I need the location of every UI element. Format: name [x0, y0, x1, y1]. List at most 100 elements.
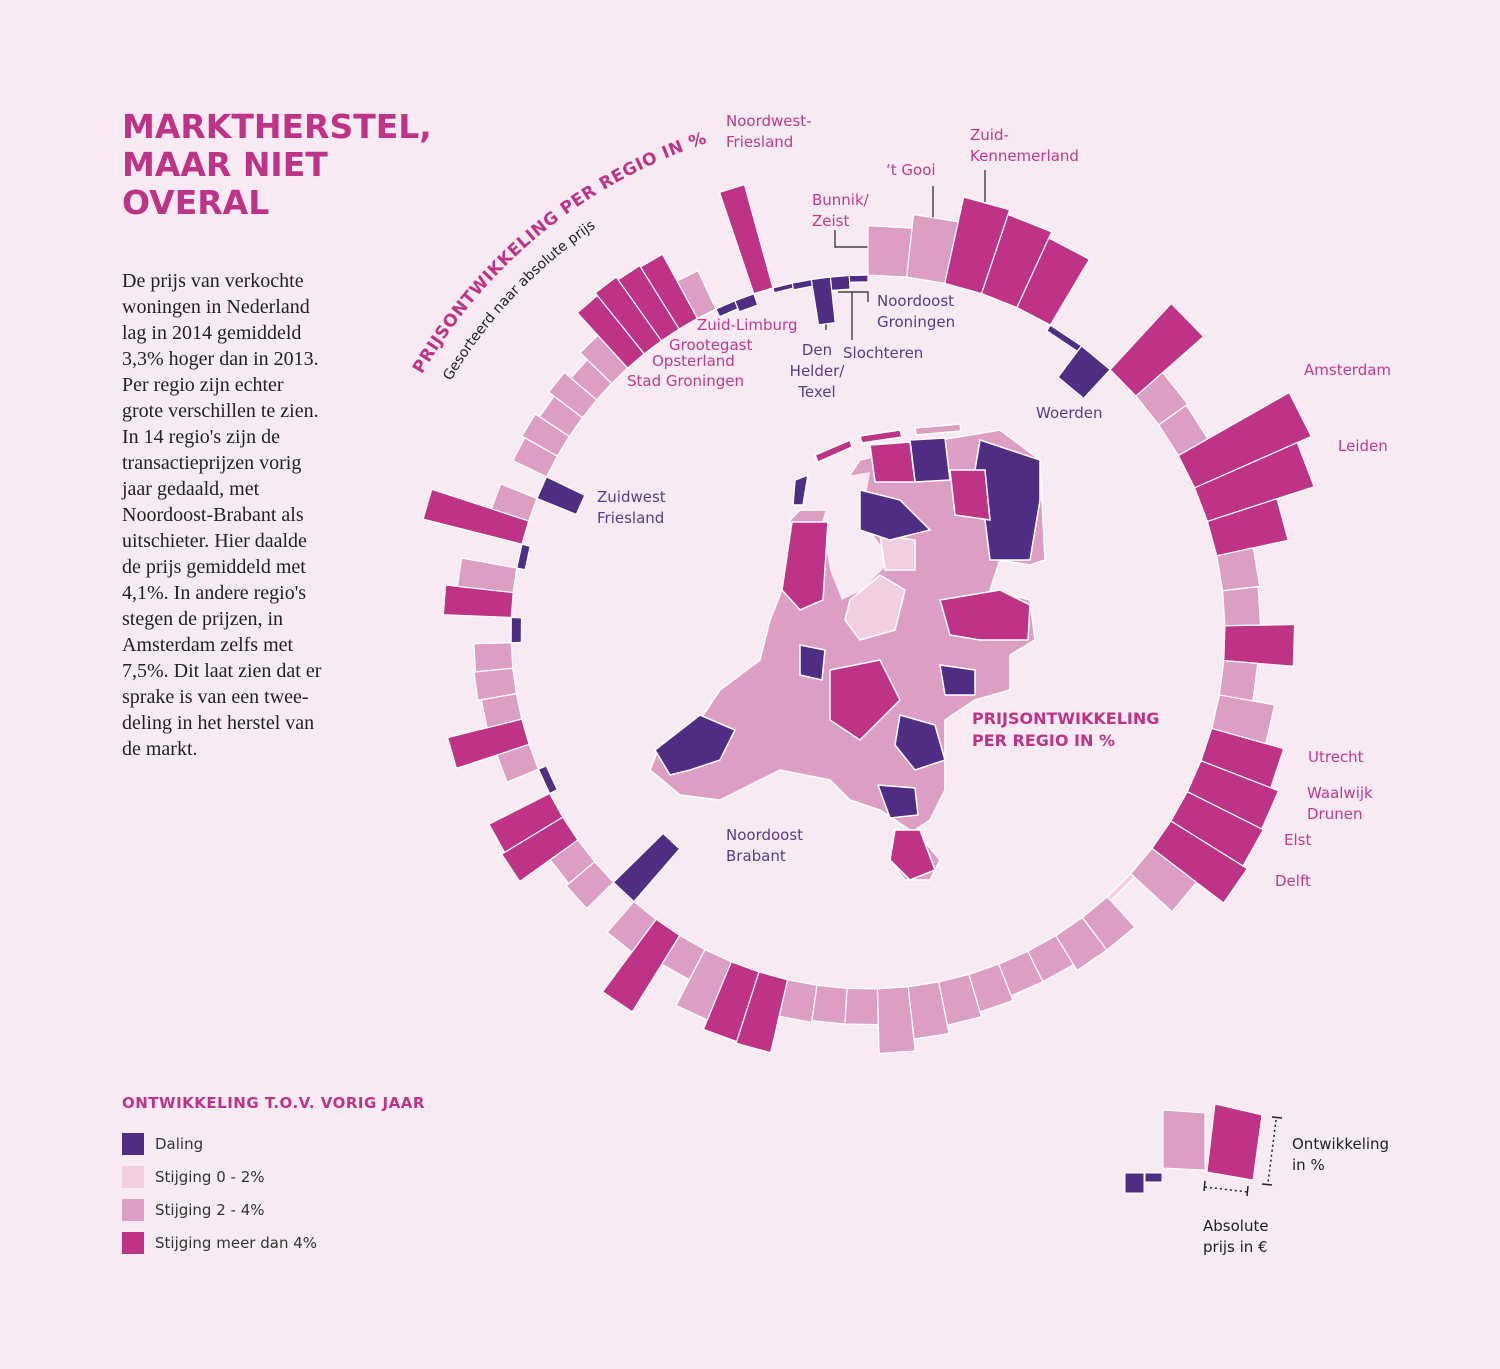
title: MARKTHERSTEL, MAAR NIET OVERAL: [122, 107, 432, 222]
map-region: [879, 534, 916, 571]
bar-label: Opsterland: [652, 352, 735, 370]
key-dim: [1203, 1180, 1206, 1192]
bar: [1135, 371, 1189, 426]
legend-label: Stijging 0 - 2%: [155, 1168, 265, 1186]
bar: [516, 543, 531, 571]
bar-label: Noordwest- Friesland: [726, 112, 812, 151]
bar-label: Stad Groningen: [627, 372, 744, 390]
map-island: [859, 429, 903, 444]
bar-label: Woerden: [1036, 404, 1103, 422]
legend-swatch: [122, 1199, 144, 1221]
bar-label: Zuidwest Friesland: [597, 488, 666, 527]
bar: [537, 765, 558, 795]
bar: [718, 183, 774, 295]
bar: [601, 918, 681, 1013]
map: [649, 423, 1046, 881]
bar: [980, 213, 1053, 309]
bar-label: Amsterdam: [1304, 361, 1392, 379]
key-dim: [1261, 1183, 1273, 1186]
key-illustration: [1124, 1103, 1263, 1194]
map-region: [909, 437, 951, 483]
intro-text: De prijs van verkochte woningen in Neder…: [122, 270, 322, 760]
bar-label: Delft: [1275, 872, 1311, 890]
key-label: Ontwikkeling in %: [1292, 1135, 1390, 1174]
bar: [500, 816, 579, 883]
bar-label: Den Helder/ Texel: [789, 341, 845, 401]
map-water: [822, 472, 892, 600]
key-dim: [1204, 1186, 1249, 1193]
bar-label: Zuid- Kennemerland: [970, 126, 1079, 165]
bar: [1223, 623, 1296, 667]
map-island: [814, 438, 853, 463]
bar: [848, 274, 869, 283]
map-region: [829, 659, 901, 741]
bar: [473, 642, 514, 673]
bar: [676, 269, 717, 320]
bar: [473, 667, 518, 702]
bar: [876, 986, 916, 1055]
map-region: [939, 664, 976, 696]
key-bar: [1144, 1172, 1163, 1183]
bar: [829, 274, 851, 292]
key-bar: [1206, 1103, 1263, 1181]
bar: [422, 488, 530, 545]
bar: [1151, 820, 1249, 904]
map-island: [914, 423, 962, 436]
bar-label: Elst: [1284, 831, 1312, 849]
bar: [811, 984, 848, 1025]
map-title: PRIJSONTWIKKELING PER REGIO IN %: [972, 709, 1160, 750]
bar: [639, 253, 699, 330]
map-region: [889, 829, 936, 881]
key-dim: [1271, 1116, 1283, 1119]
key-dim: [1246, 1185, 1249, 1197]
bar: [1216, 547, 1261, 592]
bar: [490, 483, 538, 522]
bar: [510, 616, 523, 644]
bar-label: Utrecht: [1308, 748, 1364, 766]
map-region: [894, 714, 946, 771]
bar: [1129, 847, 1198, 913]
radial-bars: [422, 183, 1315, 1055]
bar: [867, 225, 913, 278]
key-bar: [1162, 1109, 1206, 1171]
bar-label: Waalwijk Drunen: [1307, 784, 1373, 823]
bar: [488, 792, 564, 854]
legend-title: ONTWIKKELING T.O.V. VORIG JAAR: [122, 1094, 425, 1112]
bar: [1109, 302, 1205, 397]
legend-swatches: [122, 1133, 144, 1254]
bar: [1054, 916, 1108, 972]
bar: [594, 276, 663, 355]
bar: [844, 987, 879, 1026]
bar: [536, 476, 586, 516]
bar: [442, 584, 514, 619]
bar: [1057, 345, 1111, 400]
bar: [456, 557, 518, 594]
bar: [734, 292, 759, 313]
bar-label: Bunnik/ Zeist: [812, 191, 869, 230]
bar: [1016, 237, 1091, 326]
bar: [446, 718, 530, 770]
bar-label: Zuid-Limburg: [697, 316, 798, 334]
bar-label: Slochteren: [843, 344, 924, 362]
bar: [1046, 324, 1083, 353]
legend-swatch: [122, 1133, 144, 1155]
bar: [810, 276, 836, 326]
bar: [1106, 872, 1136, 902]
legend-label: Daling: [155, 1135, 204, 1153]
bar: [735, 971, 789, 1054]
bar-label: Leiden: [1338, 437, 1388, 455]
map-region: [844, 574, 906, 641]
key-bar: [1124, 1172, 1145, 1194]
bar: [1177, 391, 1313, 489]
bar: [547, 371, 598, 419]
key-dim: [1267, 1119, 1277, 1184]
map-region: [781, 521, 829, 611]
bar: [791, 278, 814, 291]
map-region: [949, 469, 991, 521]
bar: [1221, 585, 1262, 627]
bar: [675, 948, 733, 1021]
leader-line: [838, 291, 869, 302]
bar: [606, 900, 657, 953]
